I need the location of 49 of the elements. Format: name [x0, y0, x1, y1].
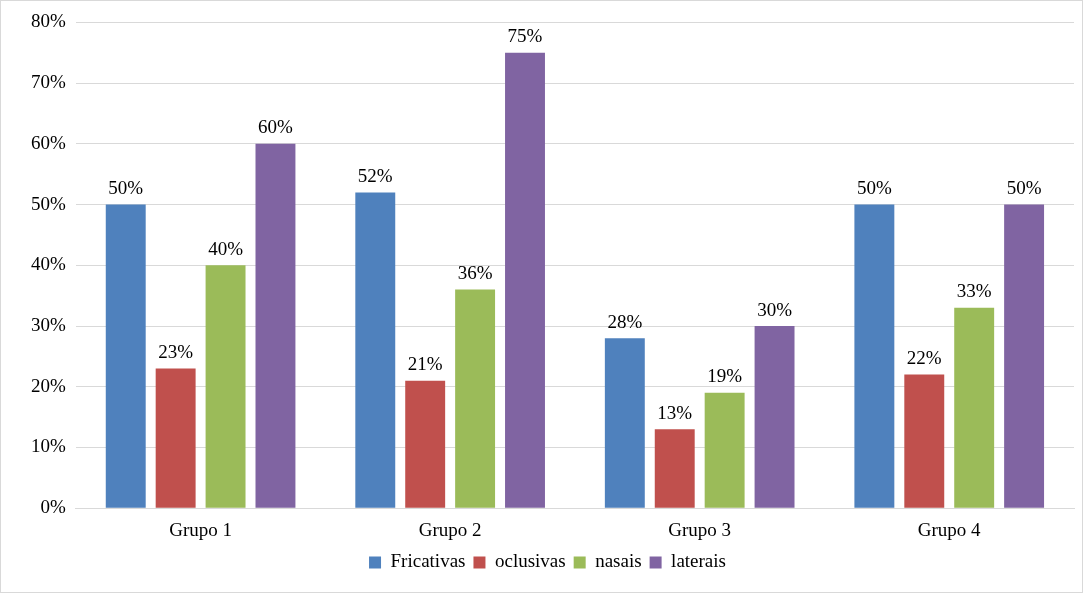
- data-label: 36%: [457, 262, 493, 284]
- legend-label: nasais: [595, 550, 642, 572]
- y-tick-label: 40%: [31, 253, 66, 275]
- y-tick-label: 80%: [31, 10, 66, 32]
- x-tick-label: Grupo 4: [917, 518, 982, 540]
- data-label: 19%: [707, 365, 743, 387]
- data-label: 75%: [507, 25, 543, 47]
- x-tick-label: Grupo 2: [418, 518, 482, 540]
- bar: [704, 392, 745, 508]
- x-tick-label: Grupo 3: [668, 518, 732, 540]
- data-label: 50%: [108, 177, 144, 199]
- bar: [255, 143, 296, 508]
- legend-label: Fricativas: [390, 550, 466, 572]
- y-tick-label: 70%: [31, 71, 66, 93]
- legend-label: laterais: [671, 550, 726, 572]
- y-tick-label: 50%: [31, 192, 66, 214]
- data-label: 50%: [1006, 177, 1042, 199]
- bar: [1004, 204, 1045, 508]
- data-label: 33%: [956, 280, 992, 302]
- data-label: 52%: [357, 164, 393, 186]
- y-tick-label: 20%: [31, 374, 66, 396]
- data-label: 28%: [607, 310, 643, 332]
- y-tick-label: 10%: [31, 435, 66, 457]
- data-label: 22%: [906, 347, 942, 369]
- bar: [505, 52, 545, 508]
- bar: [954, 307, 995, 508]
- bar: [355, 192, 396, 508]
- y-tick-label: 30%: [31, 314, 66, 336]
- bar: [854, 204, 895, 508]
- data-label: 30%: [757, 298, 793, 320]
- bar: [904, 374, 945, 508]
- data-label: 60%: [258, 116, 294, 138]
- legend-label: oclusivas: [494, 550, 566, 572]
- bar: [155, 368, 196, 508]
- data-label: 23%: [158, 341, 194, 363]
- x-tick-label: Grupo 1: [169, 518, 233, 540]
- bar: [105, 204, 146, 508]
- bar: [455, 289, 496, 508]
- data-label: 21%: [407, 353, 443, 375]
- bar: [405, 380, 446, 508]
- data-label: 40%: [208, 237, 244, 259]
- bar: [604, 338, 645, 508]
- y-tick-label: 0%: [40, 496, 66, 518]
- y-tick-label: 60%: [31, 131, 66, 153]
- bar: [205, 265, 246, 508]
- bar: [654, 429, 695, 508]
- bar: [754, 326, 795, 508]
- data-label: 13%: [657, 401, 693, 423]
- data-label: 50%: [856, 177, 892, 199]
